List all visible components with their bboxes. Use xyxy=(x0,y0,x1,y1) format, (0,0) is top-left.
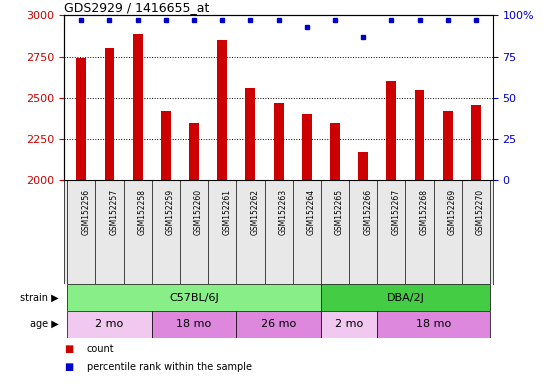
Text: GSM152267: GSM152267 xyxy=(391,189,400,235)
Text: GSM152262: GSM152262 xyxy=(250,189,259,235)
Bar xyxy=(330,123,340,180)
Text: GSM152266: GSM152266 xyxy=(363,189,372,235)
Text: percentile rank within the sample: percentile rank within the sample xyxy=(87,362,252,372)
Bar xyxy=(105,48,114,180)
Text: GSM152270: GSM152270 xyxy=(476,189,485,235)
Bar xyxy=(245,88,255,180)
Text: ■: ■ xyxy=(64,362,74,372)
Bar xyxy=(236,311,321,338)
Bar xyxy=(161,111,171,180)
Bar xyxy=(377,311,490,338)
Bar xyxy=(76,58,86,180)
Text: 18 mo: 18 mo xyxy=(416,319,451,329)
Text: GSM152260: GSM152260 xyxy=(194,189,203,235)
Text: GSM152269: GSM152269 xyxy=(447,189,457,235)
Bar xyxy=(217,40,227,180)
Bar xyxy=(189,123,199,180)
Bar xyxy=(302,114,312,180)
Bar xyxy=(67,284,321,311)
Text: C57BL/6J: C57BL/6J xyxy=(169,293,219,303)
Text: 2 mo: 2 mo xyxy=(95,319,124,329)
Bar xyxy=(414,90,424,180)
Text: GSM152258: GSM152258 xyxy=(138,189,147,235)
Text: GSM152264: GSM152264 xyxy=(307,189,316,235)
Text: count: count xyxy=(87,344,114,354)
Text: 18 mo: 18 mo xyxy=(176,319,212,329)
Text: GSM152261: GSM152261 xyxy=(222,189,231,235)
Bar xyxy=(67,311,152,338)
Bar xyxy=(133,33,143,180)
Bar xyxy=(274,103,283,180)
Bar xyxy=(321,284,490,311)
Bar xyxy=(443,111,452,180)
Text: GSM152256: GSM152256 xyxy=(81,189,90,235)
Bar xyxy=(358,152,368,180)
Text: GSM152257: GSM152257 xyxy=(110,189,119,235)
Text: strain ▶: strain ▶ xyxy=(20,293,59,303)
Text: ■: ■ xyxy=(64,344,74,354)
Text: 2 mo: 2 mo xyxy=(335,319,363,329)
Text: 26 mo: 26 mo xyxy=(261,319,296,329)
Text: age ▶: age ▶ xyxy=(30,319,59,329)
Bar xyxy=(471,105,481,180)
Text: DBA/2J: DBA/2J xyxy=(386,293,424,303)
Bar xyxy=(152,311,236,338)
Text: GDS2929 / 1416655_at: GDS2929 / 1416655_at xyxy=(64,1,210,14)
Bar xyxy=(386,81,396,180)
Bar xyxy=(321,311,377,338)
Text: GSM152268: GSM152268 xyxy=(419,189,428,235)
Text: GSM152263: GSM152263 xyxy=(279,189,288,235)
Text: GSM152259: GSM152259 xyxy=(166,189,175,235)
Text: GSM152265: GSM152265 xyxy=(335,189,344,235)
